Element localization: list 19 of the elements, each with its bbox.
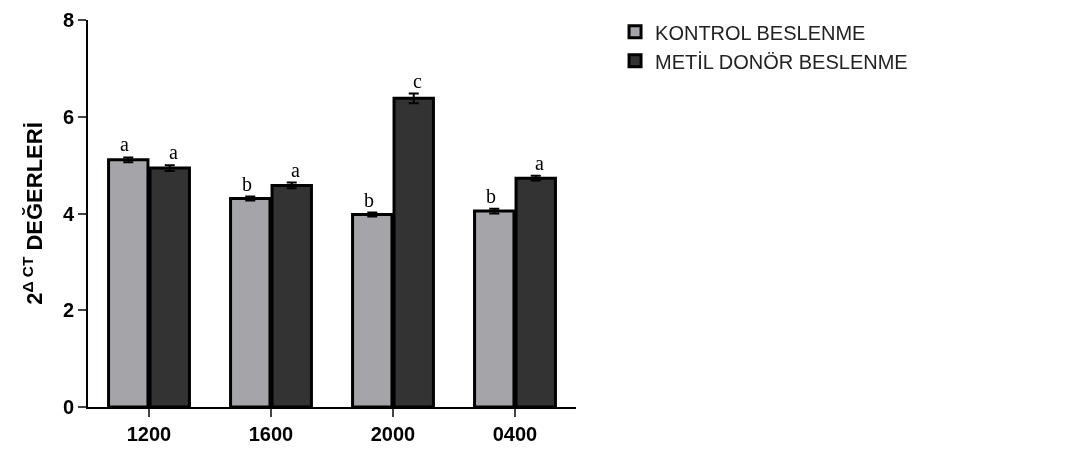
- legend-label: METİL DONÖR BESLENME: [655, 50, 908, 73]
- x-tick-label: 1600: [248, 423, 294, 445]
- annotation: a: [535, 152, 544, 174]
- annotation: b: [364, 189, 374, 211]
- annotation: a: [291, 159, 300, 181]
- y-tick-label: 6: [62, 105, 74, 128]
- annotation: b: [242, 173, 252, 195]
- y-tick-label: 0: [62, 396, 74, 418]
- x-tick-label: 0400: [492, 423, 538, 445]
- annotation: a: [169, 141, 178, 163]
- annotation: c: [413, 70, 422, 92]
- legend-label: KONTROL BESLENME: [655, 21, 866, 44]
- x-tick-label: 2000: [370, 423, 416, 445]
- annotation: b: [486, 185, 496, 207]
- y-tick-label: 4: [62, 202, 75, 225]
- y-tick-label: 8: [62, 9, 74, 31]
- y-tick-label: 2: [62, 299, 74, 322]
- annotation: a: [120, 133, 129, 155]
- x-tick-label: 1200: [126, 423, 172, 445]
